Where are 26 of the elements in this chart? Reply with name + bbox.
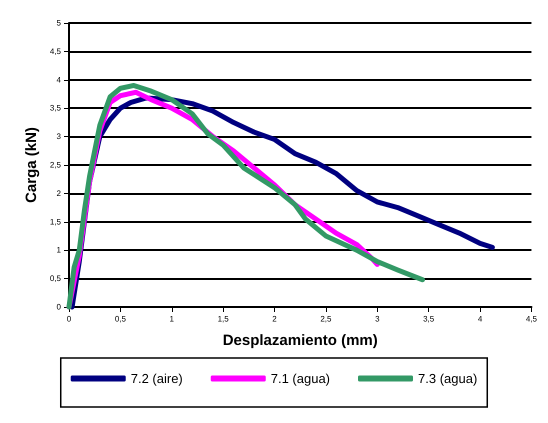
legend-label: 7.3 (agua)	[418, 371, 478, 386]
x-tick-label: 3,5	[423, 314, 435, 324]
y-tick-label: 1	[56, 246, 62, 255]
y-tick-label: 4	[56, 75, 62, 84]
y-tick-label: 1,5	[50, 217, 62, 226]
y-tick-label: 3	[56, 132, 62, 142]
y-tick-label: 5	[56, 18, 62, 28]
x-axis-title: Desplazamiento (mm)	[222, 332, 378, 349]
y-tick-label: 4,5	[50, 46, 62, 56]
y-tick-label: 0,5	[50, 274, 62, 284]
y-tick-label: 3,5	[50, 104, 62, 113]
y-tick-label: 2,5	[50, 160, 62, 170]
y-tick-label: 0	[56, 302, 62, 312]
x-tick-label: 4,5	[526, 314, 538, 324]
legend-label: 7.2 (aire)	[130, 371, 183, 386]
x-tick-label: 3	[375, 314, 380, 324]
x-tick-label: 2,5	[320, 314, 332, 324]
y-axis-title: Carga (kN)	[22, 127, 40, 203]
x-tick-label: 2	[272, 314, 278, 324]
x-tick-label: 1,5	[218, 314, 230, 324]
x-tick-label: 4	[478, 314, 483, 324]
x-tick-label: 0,5	[114, 314, 126, 324]
x-tick-label: 1	[170, 314, 175, 324]
x-tick-label: 0	[66, 314, 72, 324]
legend-label: 7.1 (agua)	[270, 371, 330, 386]
y-tick-label: 2	[56, 188, 62, 198]
